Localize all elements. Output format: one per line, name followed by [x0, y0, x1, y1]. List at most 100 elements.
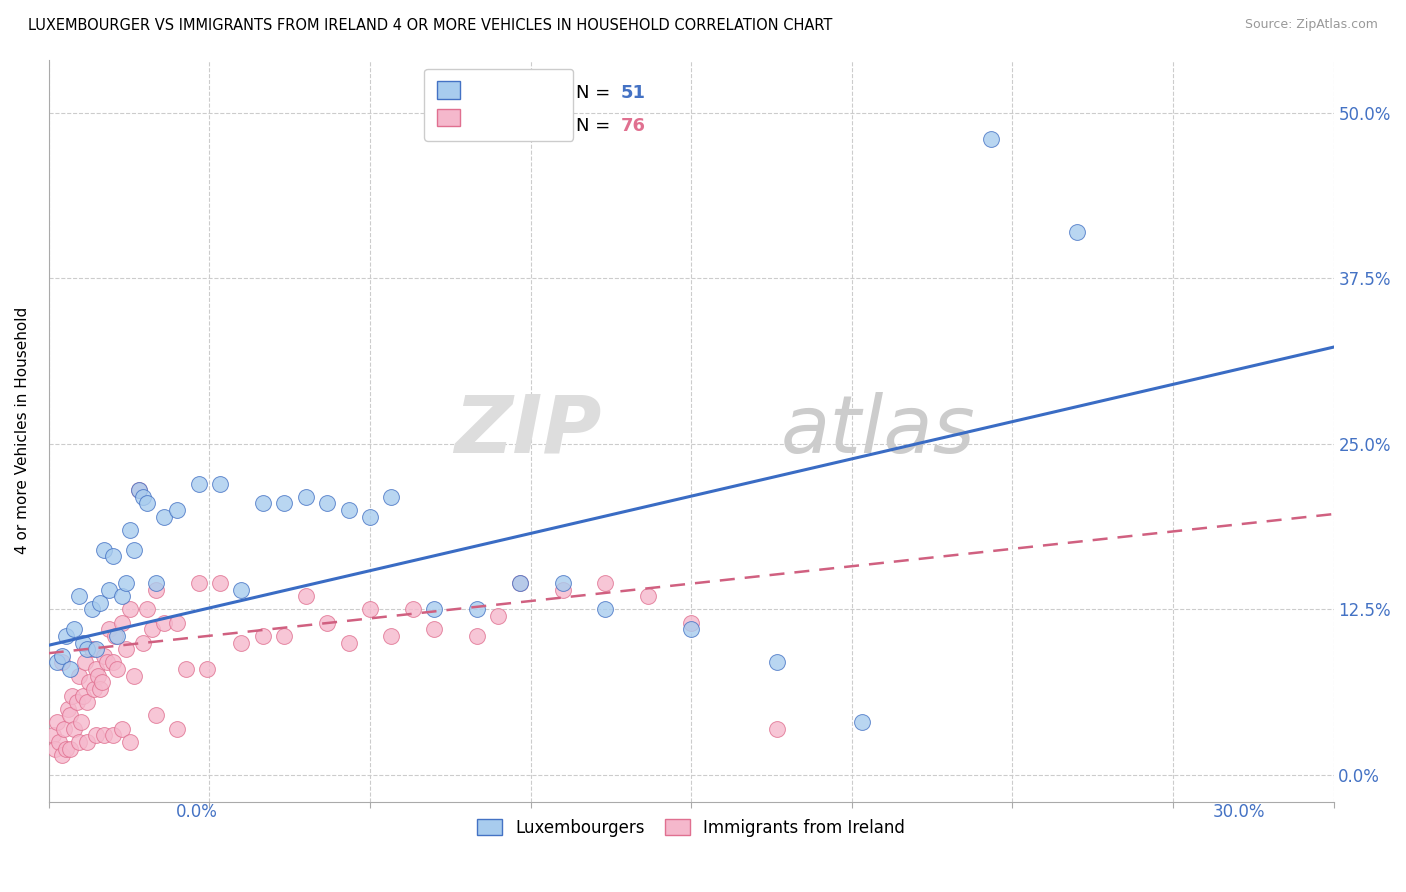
Point: [93, 728, 115, 742]
Point: [187, 476, 209, 491]
Point: [132, 635, 155, 649]
Point: [63, 623, 86, 637]
Point: [83, 681, 105, 696]
Point: [63, 722, 86, 736]
Point: [59, 741, 82, 756]
Point: [67, 735, 90, 749]
Point: [110, 722, 132, 736]
Point: [46, 715, 69, 730]
Point: [72, 635, 94, 649]
Point: [87, 669, 110, 683]
Point: [51, 656, 73, 670]
Point: [337, 635, 360, 649]
Point: [145, 582, 167, 597]
Point: [84, 662, 107, 676]
Point: [141, 623, 163, 637]
Point: [231, 635, 253, 649]
Point: [273, 496, 295, 510]
Text: 0.520: 0.520: [505, 84, 562, 102]
Text: 0.0%: 0.0%: [176, 803, 218, 821]
Point: [80, 602, 103, 616]
Point: [76, 735, 98, 749]
Point: [209, 476, 232, 491]
Point: [637, 589, 659, 603]
Point: [59, 708, 82, 723]
Text: Source: ZipAtlas.com: Source: ZipAtlas.com: [1244, 18, 1378, 31]
Point: [316, 496, 339, 510]
Point: [128, 483, 150, 498]
Point: [55, 741, 77, 756]
Point: [1066, 225, 1088, 239]
Text: LUXEMBOURGER VS IMMIGRANTS FROM IRELAND 4 OR MORE VEHICLES IN HOUSEHOLD CORRELAT: LUXEMBOURGER VS IMMIGRANTS FROM IRELAND …: [28, 18, 832, 33]
Point: [252, 629, 274, 643]
Point: [105, 629, 128, 643]
Point: [681, 623, 703, 637]
Point: [187, 576, 209, 591]
Point: [75, 656, 97, 670]
Point: [595, 576, 617, 591]
Point: [136, 496, 159, 510]
Point: [67, 669, 90, 683]
Point: [105, 662, 128, 676]
Text: N =: N =: [575, 84, 610, 102]
Point: [84, 642, 107, 657]
Point: [166, 615, 188, 630]
Legend: Luxembourgers, Immigrants from Ireland: Luxembourgers, Immigrants from Ireland: [468, 811, 914, 846]
Point: [42, 728, 65, 742]
Point: [145, 576, 167, 591]
Text: R =: R =: [454, 118, 486, 136]
Point: [136, 602, 159, 616]
Point: [56, 702, 79, 716]
Point: [294, 490, 316, 504]
Point: [551, 576, 574, 591]
Point: [486, 609, 509, 624]
Point: [132, 490, 155, 504]
Point: [76, 642, 98, 657]
Point: [316, 615, 339, 630]
Point: [174, 662, 197, 676]
Point: [96, 656, 118, 670]
Point: [980, 132, 1002, 146]
Point: [51, 648, 73, 663]
Point: [153, 615, 176, 630]
Point: [65, 695, 87, 709]
Point: [97, 582, 120, 597]
Point: [91, 675, 114, 690]
Point: [765, 722, 787, 736]
Point: [44, 741, 66, 756]
Point: [79, 675, 101, 690]
Point: [120, 602, 142, 616]
Point: [120, 735, 142, 749]
Point: [380, 490, 402, 504]
Point: [380, 629, 402, 643]
Point: [124, 669, 146, 683]
Point: [128, 483, 150, 498]
Text: 76: 76: [620, 118, 645, 136]
Point: [110, 589, 132, 603]
Point: [101, 656, 124, 670]
Point: [359, 602, 381, 616]
Point: [465, 629, 488, 643]
Point: [80, 642, 103, 657]
Point: [465, 602, 488, 616]
Point: [509, 576, 531, 591]
Text: 30.0%: 30.0%: [1213, 803, 1265, 821]
Point: [72, 689, 94, 703]
Point: [509, 576, 531, 591]
Point: [46, 656, 69, 670]
Point: [765, 656, 787, 670]
Point: [51, 748, 73, 763]
Point: [423, 602, 446, 616]
Point: [93, 542, 115, 557]
Text: N =: N =: [575, 118, 610, 136]
Point: [52, 722, 75, 736]
Point: [48, 735, 70, 749]
Point: [84, 728, 107, 742]
Point: [851, 715, 873, 730]
Point: [359, 509, 381, 524]
Point: [145, 708, 167, 723]
Point: [252, 496, 274, 510]
Point: [89, 681, 111, 696]
Point: [89, 596, 111, 610]
Text: 0.310: 0.310: [505, 118, 562, 136]
